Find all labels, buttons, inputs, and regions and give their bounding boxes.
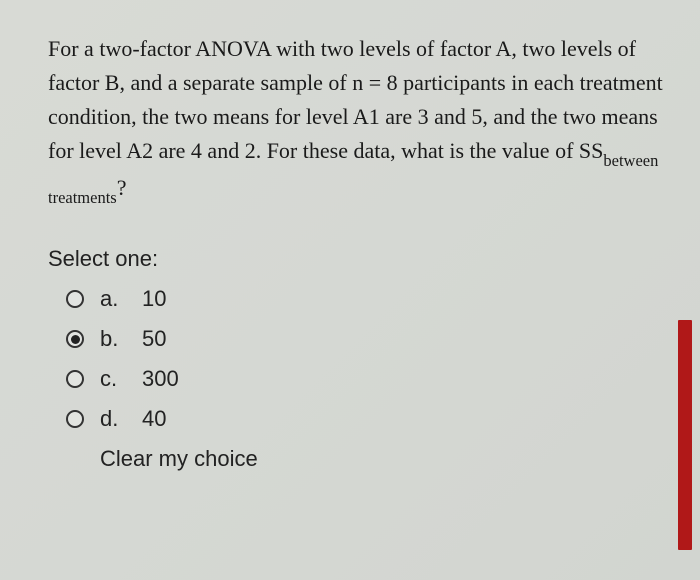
radio-d[interactable] (66, 410, 84, 428)
option-c[interactable]: c. 300 (66, 366, 672, 392)
radio-c[interactable] (66, 370, 84, 388)
radio-a[interactable] (66, 290, 84, 308)
select-one-label: Select one: (48, 246, 672, 272)
option-d[interactable]: d. 40 (66, 406, 672, 432)
option-value-c: 300 (142, 366, 179, 392)
options-group: a. 10 b. 50 c. 300 d. 40 (48, 286, 672, 432)
option-value-b: 50 (142, 326, 166, 352)
scrollbar-thumb[interactable] (678, 320, 692, 550)
option-value-d: 40 (142, 406, 166, 432)
option-letter-b: b. (100, 326, 142, 352)
question-text: For a two-factor ANOVA with two levels o… (48, 32, 672, 208)
option-letter-a: a. (100, 286, 142, 312)
option-value-a: 10 (142, 286, 166, 312)
question-tail: ? (117, 175, 127, 200)
option-a[interactable]: a. 10 (66, 286, 672, 312)
radio-b[interactable] (66, 330, 84, 348)
question-body: For a two-factor ANOVA with two levels o… (48, 36, 663, 163)
option-b[interactable]: b. 50 (66, 326, 672, 352)
option-letter-d: d. (100, 406, 142, 432)
clear-choice-link[interactable]: Clear my choice (100, 446, 672, 472)
option-letter-c: c. (100, 366, 142, 392)
